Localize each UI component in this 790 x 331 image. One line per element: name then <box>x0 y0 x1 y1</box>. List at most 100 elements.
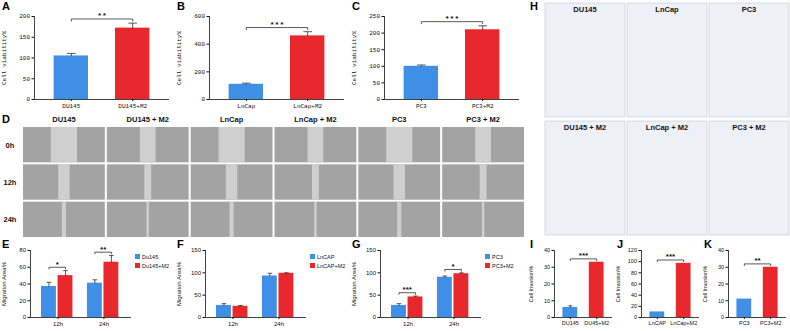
svg-text:200: 200 <box>19 13 30 20</box>
svg-text:50: 50 <box>194 292 201 298</box>
html-text:A: A <box>2 0 10 12</box>
svg-text:DU145: DU145 <box>52 115 75 124</box>
svg-text:**: ** <box>100 245 107 254</box>
svg-text:LnCap: LnCap <box>237 103 255 110</box>
svg-text:24h: 24h <box>4 215 17 224</box>
svg-text:***: *** <box>579 251 589 260</box>
svg-text:LnCap: LnCap <box>220 115 244 124</box>
svg-text:***: *** <box>270 20 284 29</box>
svg-text:0: 0 <box>634 314 637 320</box>
svg-text:DU145: DU145 <box>573 5 596 14</box>
svg-text:Cell Invasion%: Cell Invasion% <box>702 266 708 302</box>
svg-text:100: 100 <box>19 55 30 62</box>
svg-text:DU145: DU145 <box>562 320 579 326</box>
svg-text:DU145+M2: DU145+M2 <box>118 103 147 110</box>
svg-text:60: 60 <box>631 281 637 287</box>
svg-text:0: 0 <box>198 314 202 320</box>
svg-text:DU145 + M2: DU145 + M2 <box>127 115 169 124</box>
svg-text:120: 120 <box>628 247 637 253</box>
svg-text:50: 50 <box>373 80 381 87</box>
svg-text:Migration Area%: Migration Area% <box>351 261 357 306</box>
svg-text:0: 0 <box>721 314 724 320</box>
svg-text:Cell viability%: Cell viability% <box>176 31 183 85</box>
svg-text:0h: 0h <box>6 141 15 150</box>
svg-text:20: 20 <box>19 298 26 304</box>
svg-text:Migration Area%: Migration Area% <box>176 261 182 306</box>
svg-text:Cell Invasion%: Cell Invasion% <box>528 266 534 302</box>
svg-text:40: 40 <box>544 247 550 253</box>
svg-text:100: 100 <box>369 63 380 70</box>
svg-text:PC3: PC3 <box>739 320 750 326</box>
svg-text:12h: 12h <box>403 321 413 327</box>
svg-text:0: 0 <box>26 96 30 103</box>
svg-text:Migration Area%: Migration Area% <box>1 261 7 306</box>
svg-text:400: 400 <box>194 41 205 48</box>
svg-text:100: 100 <box>628 258 637 264</box>
svg-text:100: 100 <box>191 270 202 276</box>
svg-text:50: 50 <box>23 76 31 83</box>
svg-text:*: * <box>452 262 456 271</box>
svg-text:100: 100 <box>366 270 377 276</box>
svg-text:LnCap + M2: LnCap + M2 <box>294 115 336 124</box>
svg-text:0: 0 <box>547 314 550 320</box>
svg-text:LnCap: LnCap <box>655 5 679 14</box>
svg-text:200: 200 <box>369 30 380 37</box>
svg-text:10: 10 <box>718 298 724 304</box>
svg-text:***: *** <box>666 252 676 261</box>
svg-text:LnCap+M2: LnCap+M2 <box>670 320 697 326</box>
svg-text:PC3+M2: PC3+M2 <box>760 320 782 326</box>
svg-text:PC3 + M2: PC3 + M2 <box>732 123 766 132</box>
svg-text:DU145: DU145 <box>62 103 80 110</box>
svg-text:50: 50 <box>369 292 376 298</box>
svg-text:60: 60 <box>19 264 26 270</box>
svg-text:0: 0 <box>373 314 377 320</box>
svg-text:150: 150 <box>191 247 202 253</box>
svg-text:**: ** <box>754 256 761 265</box>
svg-text:20: 20 <box>544 281 550 287</box>
svg-text:LnCAP: LnCAP <box>649 320 667 326</box>
svg-text:PC3+M2: PC3+M2 <box>472 103 494 110</box>
svg-text:PC3 + M2: PC3 + M2 <box>466 115 500 124</box>
svg-text:***: *** <box>445 14 459 23</box>
svg-text:12h: 12h <box>4 178 17 187</box>
svg-text:DU45+M2: DU45+M2 <box>584 320 609 326</box>
svg-text:24h: 24h <box>449 321 459 327</box>
svg-text:600: 600 <box>194 13 205 20</box>
svg-text:200: 200 <box>194 69 205 76</box>
svg-text:24h: 24h <box>274 321 284 327</box>
html-text:B: B <box>177 0 185 12</box>
svg-text:40: 40 <box>718 247 724 253</box>
svg-text:12h: 12h <box>228 321 238 327</box>
svg-text:150: 150 <box>369 47 380 54</box>
svg-text:LnCap + M2: LnCap + M2 <box>646 123 688 132</box>
svg-text:40: 40 <box>19 281 26 287</box>
svg-text:20: 20 <box>718 281 724 287</box>
svg-text:*: * <box>56 260 60 269</box>
svg-text:80: 80 <box>631 270 637 276</box>
svg-text:30: 30 <box>718 264 724 270</box>
svg-text:30: 30 <box>544 264 550 270</box>
svg-text:150: 150 <box>19 34 30 41</box>
svg-text:**: ** <box>97 11 107 20</box>
svg-text:10: 10 <box>544 298 550 304</box>
svg-text:DU145 + M2: DU145 + M2 <box>564 123 606 132</box>
svg-text:PC3: PC3 <box>392 115 407 124</box>
svg-text:Cell viability%: Cell viability% <box>1 31 8 85</box>
svg-text:PC3: PC3 <box>416 103 427 110</box>
svg-text:***: *** <box>403 285 413 294</box>
html-text:G: G <box>352 238 361 250</box>
svg-text:80: 80 <box>19 247 26 253</box>
svg-text:LnCap+M2: LnCap+M2 <box>293 103 322 110</box>
svg-text:250: 250 <box>369 13 380 20</box>
svg-text:12h: 12h <box>53 321 63 327</box>
svg-text:24h: 24h <box>99 321 109 327</box>
svg-text:PC3: PC3 <box>742 5 757 14</box>
svg-text:Cell Invasion%: Cell Invasion% <box>615 266 621 302</box>
svg-text:Cell viability%: Cell viability% <box>351 31 358 85</box>
svg-text:40: 40 <box>631 292 637 298</box>
svg-text:0: 0 <box>23 314 27 320</box>
svg-text:150: 150 <box>366 247 377 253</box>
svg-text:0: 0 <box>376 96 380 103</box>
svg-text:0: 0 <box>201 96 205 103</box>
svg-text:20: 20 <box>631 303 637 309</box>
